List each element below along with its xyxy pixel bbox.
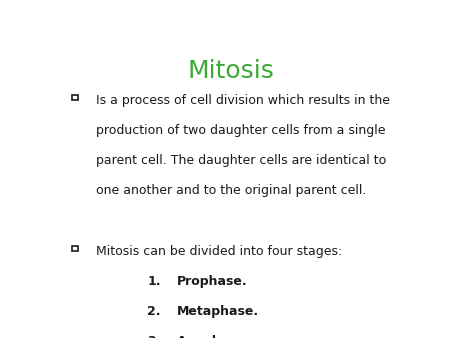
- Text: 3.: 3.: [148, 335, 161, 338]
- Text: parent cell. The daughter cells are identical to: parent cell. The daughter cells are iden…: [96, 154, 387, 167]
- Text: Mitosis: Mitosis: [187, 59, 274, 83]
- Text: production of two daughter cells from a single: production of two daughter cells from a …: [96, 124, 386, 137]
- Text: Metaphase.: Metaphase.: [176, 305, 259, 318]
- Text: 1.: 1.: [148, 275, 161, 288]
- Text: Is a process of cell division which results in the: Is a process of cell division which resu…: [96, 94, 390, 107]
- Text: Mitosis can be divided into four stages:: Mitosis can be divided into four stages:: [96, 245, 342, 258]
- Text: 2.: 2.: [148, 305, 161, 318]
- Text: one another and to the original parent cell.: one another and to the original parent c…: [96, 184, 367, 197]
- Text: Anaphase.: Anaphase.: [176, 335, 251, 338]
- Text: Prophase.: Prophase.: [176, 275, 247, 288]
